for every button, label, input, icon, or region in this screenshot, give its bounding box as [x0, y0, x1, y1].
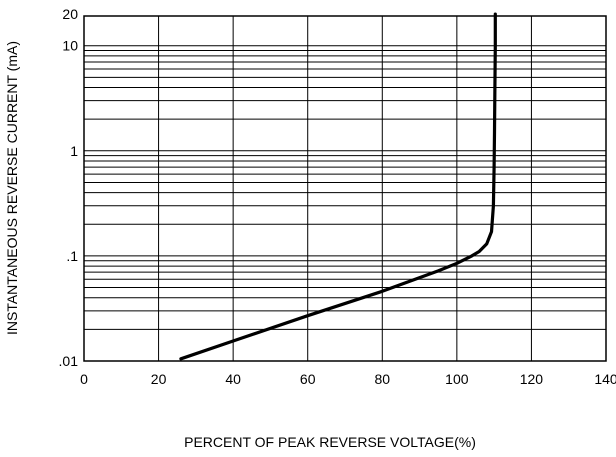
series-line [179, 12, 497, 361]
x-tick-label: 0 [80, 371, 88, 387]
x-tick-label: 60 [300, 371, 316, 387]
x-tick-label: 120 [520, 371, 544, 387]
y-tick-label: 20 [62, 6, 78, 22]
y-tick-label: .01 [59, 353, 79, 369]
x-tick-label: 20 [151, 371, 167, 387]
x-tick-label: 40 [225, 371, 241, 387]
y-tick-label: .1 [66, 248, 78, 264]
plot-background [84, 16, 606, 361]
y-tick-label: 10 [62, 38, 78, 54]
plot-frame [83, 15, 607, 362]
y-gridlines [84, 45, 606, 362]
y-tick-label: 1 [70, 143, 78, 159]
x-tick-label: 140 [594, 371, 616, 387]
x-axis-title: PERCENT OF PEAK REVERSE VOLTAGE(%) [184, 434, 476, 450]
x-tick-label: 80 [374, 371, 390, 387]
y-axis-title: INSTANTANEOUS REVERSE CURRENT (mA) [4, 41, 20, 335]
series-layer [179, 12, 497, 361]
y-tick-labels: .01 .1 1 10 20 [59, 6, 79, 369]
x-tick-label: 100 [445, 371, 469, 387]
x-tick-labels: 0 20 40 60 80 100 120 140 [80, 371, 616, 387]
